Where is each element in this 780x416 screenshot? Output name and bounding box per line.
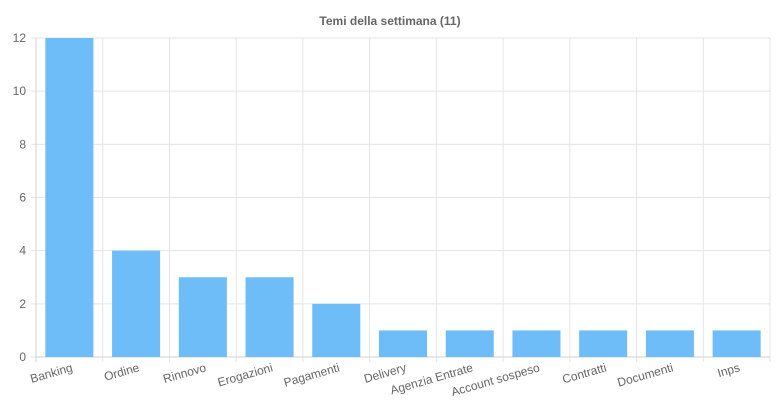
bar-contratti[interactable] [579,330,628,357]
bar-rinnovo[interactable] [178,277,227,357]
x-tick-label: Ordine [102,360,141,383]
y-axis-ticks: 0 2 4 6 8 10 12 [13,31,27,364]
y-tick-label: 12 [13,31,27,45]
x-tick-label: Erogazioni [216,360,274,389]
bar-inps[interactable] [712,330,761,357]
bar-erogazioni[interactable] [245,277,294,357]
y-tick-label: 6 [19,191,26,205]
bar-banking[interactable] [45,38,94,357]
y-tick-label: 4 [19,244,26,258]
bar-documenti[interactable] [645,330,694,357]
x-tick-label: Inps [716,360,742,380]
bar-agenzia-entrate[interactable] [445,330,494,357]
bars [45,38,761,357]
x-tick-label: Rinnovo [161,360,207,386]
bar-account-sospeso[interactable] [512,330,561,357]
x-tick-label: Documenti [616,360,675,389]
x-tick-label: Pagamenti [282,360,341,389]
y-tick-label: 8 [19,137,26,151]
y-tick-label: 2 [19,297,26,311]
x-tick-label: Contratti [561,360,608,386]
bar-pagamenti[interactable] [312,303,361,357]
y-tick-label: 0 [19,350,26,364]
chart-title: Temi della settimana (11) [319,14,460,28]
x-axis-ticks: Banking Ordine Rinnovo Erogazioni Pagamenti D… [29,360,742,399]
grid [31,37,771,362]
bar-delivery[interactable] [378,330,428,357]
bar-ordine[interactable] [112,250,161,357]
x-tick-label: Banking [29,360,75,385]
y-tick-label: 10 [13,84,27,98]
